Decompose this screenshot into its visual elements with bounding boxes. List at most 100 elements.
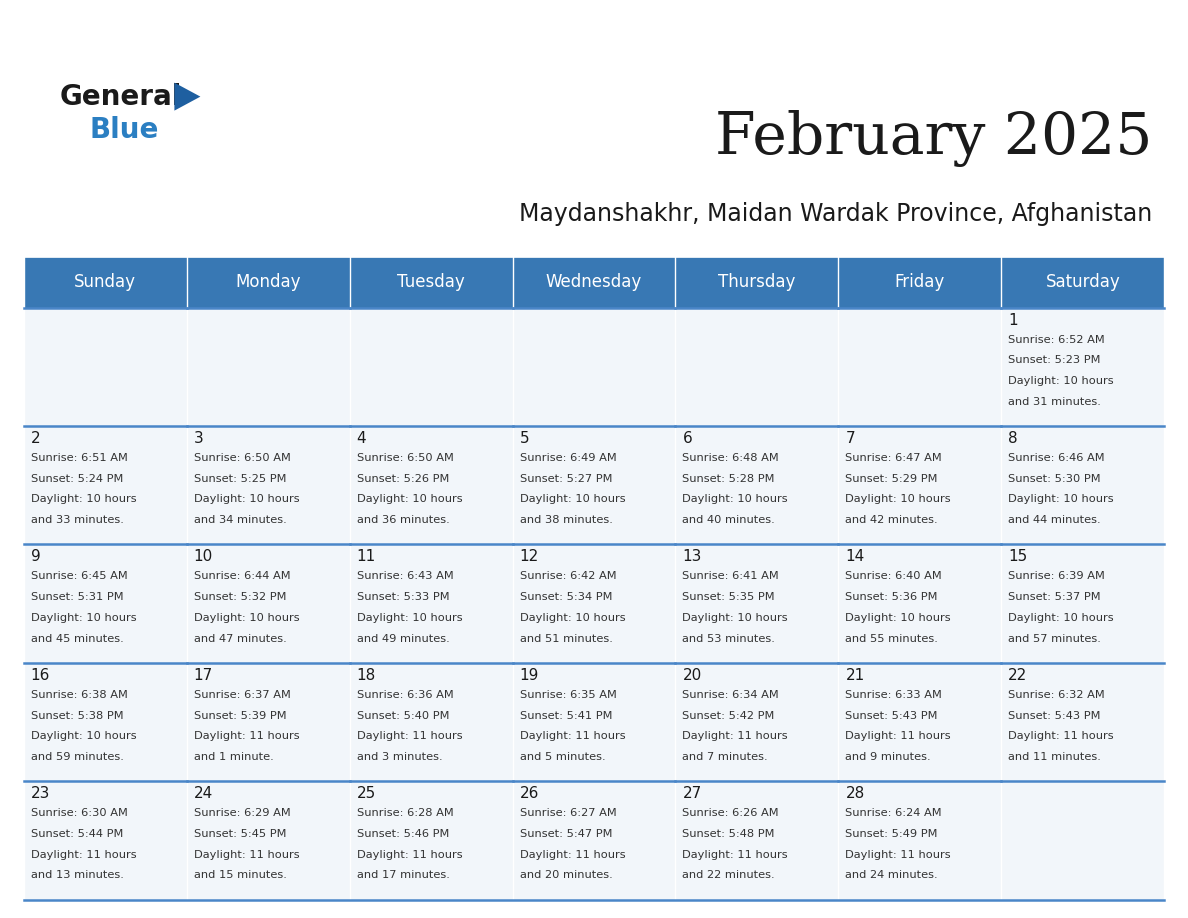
Text: Sunset: 5:26 PM: Sunset: 5:26 PM [356,474,449,484]
Text: Sunrise: 6:39 AM: Sunrise: 6:39 AM [1009,571,1105,581]
Text: February 2025: February 2025 [715,110,1152,167]
Text: 16: 16 [31,667,50,683]
Text: Sunset: 5:44 PM: Sunset: 5:44 PM [31,829,124,839]
Bar [1001,781,1164,900]
Text: Daylight: 11 hours: Daylight: 11 hours [682,850,788,859]
Text: Sunset: 5:45 PM: Sunset: 5:45 PM [194,829,286,839]
Bar [349,308,512,426]
Text: Sunrise: 6:32 AM: Sunrise: 6:32 AM [1009,689,1105,700]
Text: Friday: Friday [895,274,944,291]
Text: Sunset: 5:35 PM: Sunset: 5:35 PM [682,592,775,602]
Text: and 24 minutes.: and 24 minutes. [846,870,939,880]
Bar [512,663,676,781]
Text: 24: 24 [194,786,213,801]
Text: Daylight: 11 hours: Daylight: 11 hours [1009,732,1114,741]
Text: 5: 5 [519,431,529,446]
Text: Sunrise: 6:37 AM: Sunrise: 6:37 AM [194,689,291,700]
Text: 20: 20 [682,667,702,683]
Text: and 51 minutes.: and 51 minutes. [519,633,612,644]
Bar [187,544,349,663]
Text: and 17 minutes.: and 17 minutes. [356,870,449,880]
Text: Monday: Monday [235,274,301,291]
Text: Daylight: 10 hours: Daylight: 10 hours [356,495,462,504]
Text: Daylight: 10 hours: Daylight: 10 hours [846,495,952,504]
Text: Sunset: 5:25 PM: Sunset: 5:25 PM [194,474,286,484]
Bar [24,257,187,308]
Text: and 53 minutes.: and 53 minutes. [682,633,776,644]
Text: Daylight: 10 hours: Daylight: 10 hours [519,495,625,504]
Text: Sunrise: 6:28 AM: Sunrise: 6:28 AM [356,808,454,818]
Bar [24,544,187,663]
Text: 14: 14 [846,549,865,565]
Text: 18: 18 [356,667,375,683]
Text: Sunset: 5:31 PM: Sunset: 5:31 PM [31,592,124,602]
Text: and 15 minutes.: and 15 minutes. [194,870,286,880]
Text: Sunrise: 6:51 AM: Sunrise: 6:51 AM [31,453,127,463]
Text: Sunset: 5:47 PM: Sunset: 5:47 PM [519,829,612,839]
Text: and 55 minutes.: and 55 minutes. [846,633,939,644]
Bar [349,257,512,308]
Text: Sunset: 5:34 PM: Sunset: 5:34 PM [519,592,612,602]
Bar [187,308,349,426]
Text: and 7 minutes.: and 7 minutes. [682,752,769,762]
Text: Daylight: 10 hours: Daylight: 10 hours [682,613,788,622]
Text: and 1 minute.: and 1 minute. [194,752,273,762]
Bar [676,308,839,426]
Bar [187,781,349,900]
Text: Sunset: 5:23 PM: Sunset: 5:23 PM [1009,355,1101,365]
Text: 11: 11 [356,549,375,565]
Bar [1001,257,1164,308]
Text: 22: 22 [1009,667,1028,683]
Bar [839,308,1001,426]
Text: Sunrise: 6:41 AM: Sunrise: 6:41 AM [682,571,779,581]
Text: Sunset: 5:43 PM: Sunset: 5:43 PM [1009,711,1101,721]
Text: Sunset: 5:30 PM: Sunset: 5:30 PM [1009,474,1101,484]
Text: Sunrise: 6:42 AM: Sunrise: 6:42 AM [519,571,617,581]
Bar [512,426,676,544]
Text: Sunset: 5:37 PM: Sunset: 5:37 PM [1009,592,1101,602]
Text: Sunrise: 6:50 AM: Sunrise: 6:50 AM [356,453,454,463]
Bar [187,257,349,308]
Text: and 34 minutes.: and 34 minutes. [194,515,286,525]
Text: and 38 minutes.: and 38 minutes. [519,515,612,525]
Text: Daylight: 10 hours: Daylight: 10 hours [682,495,788,504]
Bar [187,426,349,544]
Bar [676,426,839,544]
Text: Sunset: 5:33 PM: Sunset: 5:33 PM [356,592,449,602]
Text: and 5 minutes.: and 5 minutes. [519,752,605,762]
Text: Sunrise: 6:35 AM: Sunrise: 6:35 AM [519,689,617,700]
Text: Sunset: 5:41 PM: Sunset: 5:41 PM [519,711,612,721]
Text: 10: 10 [194,549,213,565]
Text: 6: 6 [682,431,693,446]
Text: and 42 minutes.: and 42 minutes. [846,515,939,525]
Text: Sunrise: 6:50 AM: Sunrise: 6:50 AM [194,453,291,463]
Text: and 36 minutes.: and 36 minutes. [356,515,449,525]
Text: 2: 2 [31,431,40,446]
Text: 17: 17 [194,667,213,683]
Text: Sunset: 5:36 PM: Sunset: 5:36 PM [846,592,937,602]
Text: 15: 15 [1009,549,1028,565]
Text: Daylight: 11 hours: Daylight: 11 hours [31,850,137,859]
Text: Sunset: 5:28 PM: Sunset: 5:28 PM [682,474,775,484]
Text: Daylight: 10 hours: Daylight: 10 hours [1009,495,1114,504]
Bar [512,257,676,308]
Text: 28: 28 [846,786,865,801]
Bar [676,663,839,781]
Text: and 45 minutes.: and 45 minutes. [31,633,124,644]
Text: 9: 9 [31,549,40,565]
Text: 21: 21 [846,667,865,683]
Text: and 44 minutes.: and 44 minutes. [1009,515,1101,525]
Text: Sunrise: 6:40 AM: Sunrise: 6:40 AM [846,571,942,581]
Text: Daylight: 10 hours: Daylight: 10 hours [519,613,625,622]
Text: Sunrise: 6:46 AM: Sunrise: 6:46 AM [1009,453,1105,463]
Text: Wednesday: Wednesday [545,274,643,291]
Text: 13: 13 [682,549,702,565]
Text: Daylight: 10 hours: Daylight: 10 hours [194,495,299,504]
Bar [24,308,187,426]
Text: Sunrise: 6:38 AM: Sunrise: 6:38 AM [31,689,127,700]
Bar [676,544,839,663]
Text: Sunrise: 6:34 AM: Sunrise: 6:34 AM [682,689,779,700]
Bar [676,781,839,900]
Text: Daylight: 11 hours: Daylight: 11 hours [846,850,952,859]
Text: Saturday: Saturday [1045,274,1120,291]
